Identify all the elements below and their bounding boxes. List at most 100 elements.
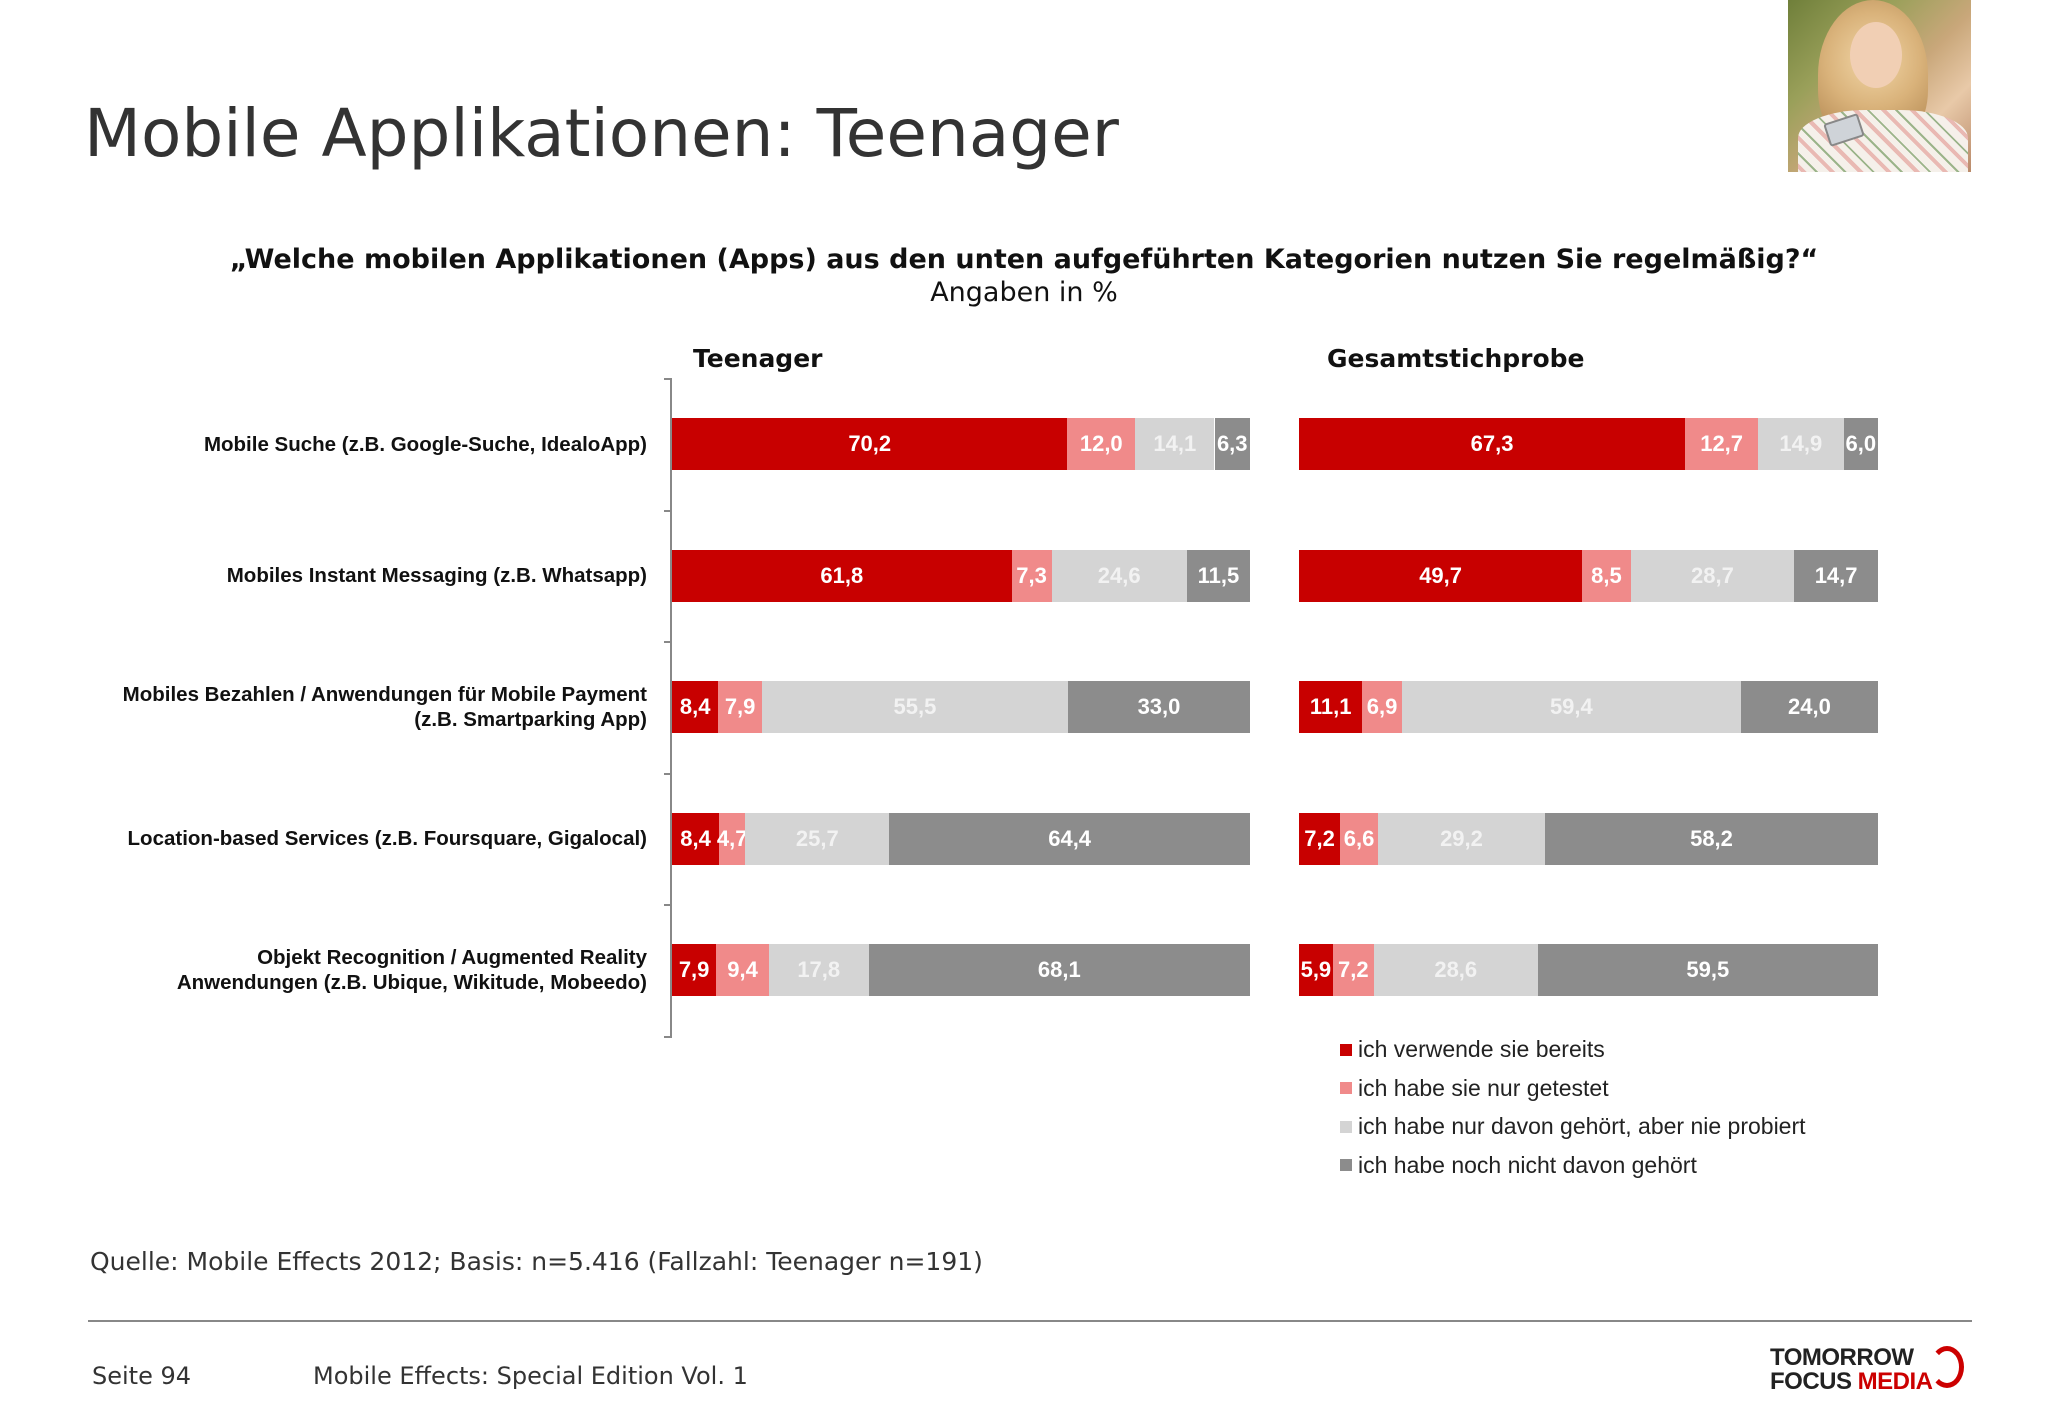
data-label: 24,0: [1788, 694, 1831, 719]
data-label: 49,7: [1419, 562, 1463, 588]
bar-segment: 49,7: [1299, 549, 1583, 602]
footer-divider: [88, 1320, 1972, 1322]
bar-segment: 14,9: [1758, 418, 1844, 470]
bar-segment: 59,5: [1537, 944, 1878, 996]
data-label: 68,1: [1037, 957, 1081, 982]
data-label: 7,3: [1016, 562, 1047, 588]
data-label: 11,5: [1197, 562, 1240, 588]
legend-item: ich habe nur davon gehört, aber nie prob…: [1340, 1113, 1806, 1140]
bar-segment: 17,8: [768, 944, 869, 996]
chart-unit: Angaben in %: [930, 277, 1118, 308]
bar-segment: 4,7: [716, 812, 748, 865]
source-note: Quelle: Mobile Effects 2012; Basis: n=5.…: [90, 1247, 983, 1276]
category-label-line: Mobiles Bezahlen / Anwendungen für Mobil…: [122, 683, 647, 706]
category-label-line: Location-based Services (z.B. Foursquare…: [127, 827, 647, 850]
data-label: 25,7: [795, 825, 839, 851]
logo-line-1: TOMORROW: [1770, 1344, 1914, 1371]
bar-segment: 7,2: [1332, 944, 1374, 996]
legend-swatch: [1340, 1043, 1352, 1056]
axis-tick: [664, 641, 672, 643]
bar-segment: 28,7: [1630, 549, 1795, 602]
data-label: 7,9: [678, 957, 710, 982]
bar-segment: 67,3: [1299, 418, 1686, 470]
data-label: 6,0: [1845, 431, 1877, 456]
bar-segment: 8,4: [672, 681, 719, 733]
bar-segment: 58,2: [1545, 812, 1878, 865]
bar-segment: 14,1: [1135, 418, 1215, 470]
data-label: 24,6: [1097, 562, 1141, 588]
data-label: 17,8: [797, 957, 841, 982]
bar-segment: 11,1: [1299, 681, 1363, 733]
page-title: Mobile Applikationen: Teenager: [84, 95, 1119, 172]
bar-segment: 6,0: [1843, 418, 1878, 470]
bar-segment: 55,5: [761, 681, 1068, 733]
category-label: Mobile Suche (z.B. Google-Suche, IdealoA…: [7, 432, 647, 457]
bar-segment: 25,7: [745, 812, 890, 865]
data-label: 58,2: [1690, 825, 1733, 851]
data-label: 33,0: [1137, 694, 1181, 719]
data-label: 59,5: [1686, 957, 1730, 982]
bar-segment: 28,6: [1373, 944, 1538, 996]
data-label: 8,5: [1591, 562, 1622, 588]
page-number: Seite 94: [92, 1362, 192, 1390]
axis-tick: [664, 904, 672, 906]
bar-segment: 61,8: [672, 549, 1012, 602]
data-label: 67,3: [1470, 431, 1514, 456]
panel-title-gesamtstichprobe: Gesamtstichprobe: [1327, 344, 1585, 373]
data-label: 55,5: [893, 694, 937, 719]
bar-segment: 8,5: [1582, 549, 1631, 602]
data-label: 8,4: [680, 825, 711, 851]
category-label-line: Mobiles Instant Messaging (z.B. Whatsapp…: [226, 564, 647, 587]
category-label: Mobiles Bezahlen / Anwendungen für Mobil…: [7, 682, 647, 732]
chart-question: „Welche mobilen Applikationen (Apps) aus…: [229, 244, 1819, 275]
data-label: 61,8: [820, 562, 864, 588]
data-label: 29,2: [1440, 825, 1483, 851]
axis-tick: [664, 772, 672, 775]
bar-segment: 7,9: [718, 681, 762, 733]
logo-ring-icon: [1930, 1346, 1964, 1388]
bar-segment: 12,0: [1067, 418, 1136, 470]
data-label: 4,7: [716, 825, 748, 851]
bar-segment: 6,6: [1340, 812, 1378, 865]
data-label: 6,9: [1366, 694, 1398, 719]
data-label: 6,6: [1343, 825, 1375, 851]
data-label: 7,2: [1304, 825, 1335, 851]
bar-segment: 8,4: [672, 812, 720, 865]
data-label: 14,9: [1779, 431, 1823, 456]
legend-swatch: [1340, 1120, 1352, 1133]
data-label: 59,4: [1549, 694, 1593, 719]
bar-segment: 59,4: [1401, 681, 1741, 733]
data-label: 12,0: [1079, 431, 1123, 456]
legend-item: ich habe sie nur getestet: [1340, 1075, 1609, 1102]
bar-segment: 11,5: [1186, 549, 1250, 602]
legend-item: ich habe noch nicht davon gehört: [1340, 1152, 1697, 1179]
data-label: 6,3: [1216, 431, 1248, 456]
bar-segment: 6,9: [1362, 681, 1402, 733]
bar-segment: 7,9: [672, 944, 717, 996]
woman-with-phone-photo: [1788, 0, 1971, 172]
bar-segment: 5,9: [1299, 944, 1333, 996]
data-label: 5,9: [1300, 957, 1332, 982]
category-label-line: Objekt Recognition / Augmented Reality: [257, 946, 647, 969]
legend-label: ich habe noch nicht davon gehört: [1358, 1151, 1697, 1178]
bar-segment: 24,0: [1740, 681, 1878, 733]
data-label: 7,9: [724, 694, 756, 719]
legend-item: ich verwende sie bereits: [1340, 1036, 1605, 1063]
panel-title-teenager: Teenager: [693, 344, 823, 373]
bar-segment: 7,2: [1299, 812, 1341, 865]
axis-tick: [664, 1035, 672, 1038]
bar-segment: 14,7: [1794, 549, 1878, 602]
logo-focus: FOCUS: [1770, 1368, 1852, 1395]
bar-segment: 9,4: [716, 944, 769, 996]
legend-label: ich habe nur davon gehört, aber nie prob…: [1358, 1113, 1806, 1139]
data-label: 12,7: [1700, 431, 1744, 456]
data-label: 11,1: [1309, 694, 1352, 719]
data-label: 9,4: [727, 957, 758, 982]
bar-segment: 29,2: [1377, 812, 1546, 865]
axis-tick: [664, 378, 672, 380]
data-label: 14,7: [1814, 562, 1858, 588]
category-label: Objekt Recognition / Augmented Reality An…: [7, 945, 647, 995]
axis-tick: [664, 509, 672, 512]
category-label: Location-based Services (z.B. Foursquare…: [7, 826, 647, 851]
legend-label: ich verwende sie bereits: [1358, 1036, 1605, 1062]
